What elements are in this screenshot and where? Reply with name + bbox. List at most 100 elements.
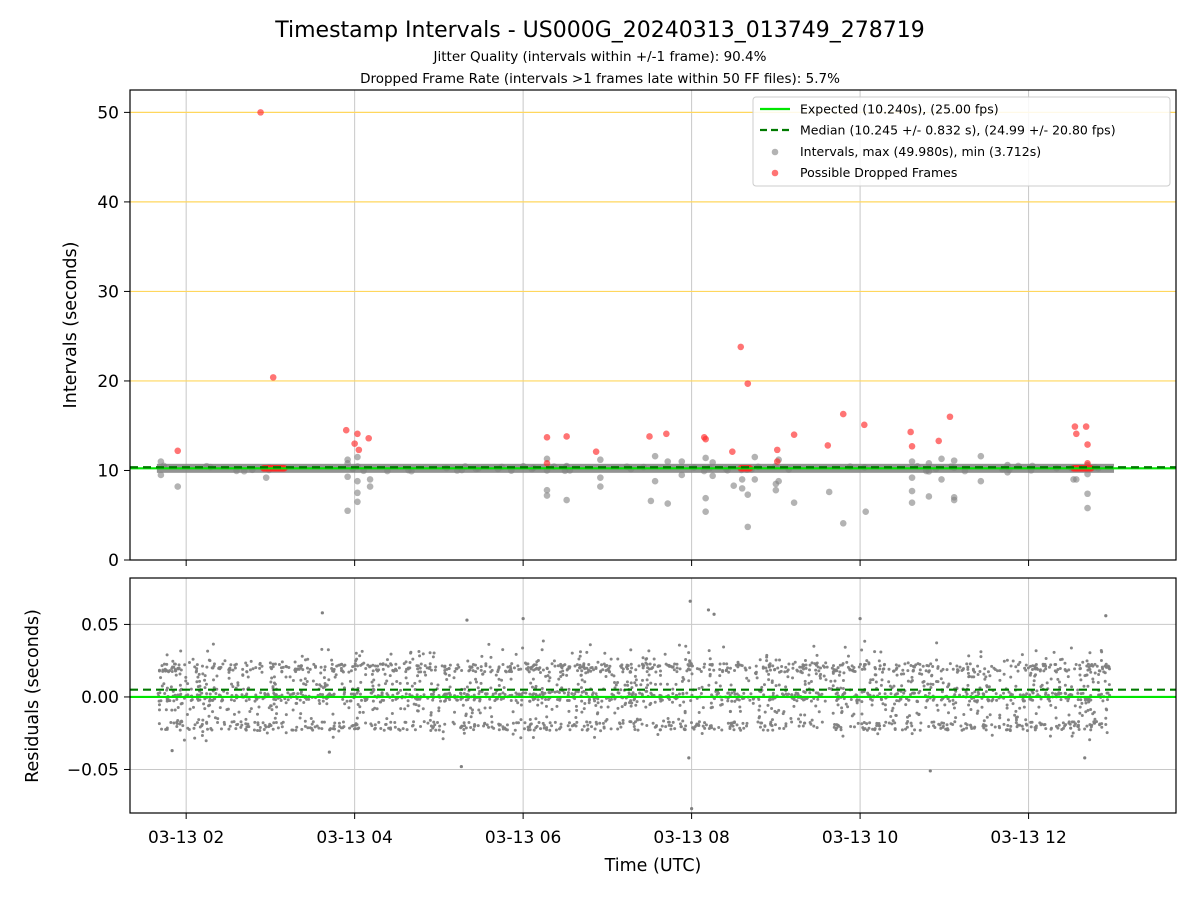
residual-point	[439, 699, 443, 703]
residual-point	[803, 679, 807, 683]
residual-point	[505, 723, 509, 727]
residual-point	[271, 665, 275, 669]
residual-point	[332, 692, 336, 696]
residual-point	[1011, 702, 1015, 706]
residual-point	[1020, 724, 1024, 728]
residual-point	[634, 668, 638, 672]
residual-point	[1009, 698, 1013, 702]
residual-point	[641, 666, 645, 670]
residual-point	[542, 723, 546, 727]
residual-point	[729, 721, 733, 725]
interval-point	[597, 474, 604, 481]
residual-point	[945, 668, 949, 672]
residual-point	[807, 673, 811, 677]
intervals-y-tick-label: 0	[108, 551, 119, 571]
residual-point	[596, 711, 600, 715]
residual-point	[1105, 691, 1109, 695]
residual-point	[320, 647, 324, 651]
residual-point	[373, 706, 377, 710]
residual-point	[1078, 705, 1082, 709]
residual-point	[476, 724, 480, 728]
residual-point	[969, 708, 973, 712]
residual-point	[532, 728, 536, 732]
residual-point	[909, 664, 913, 668]
residual-point	[773, 723, 777, 727]
residual-point	[836, 697, 840, 701]
residual-point	[674, 682, 678, 686]
residual-point	[984, 690, 988, 694]
residual-point	[519, 736, 523, 740]
residual-point	[173, 708, 177, 712]
residual-point	[590, 693, 594, 697]
residual-point	[728, 725, 732, 729]
residual-point	[187, 661, 191, 665]
residual-point	[629, 648, 633, 652]
residual-point	[930, 720, 934, 724]
residual-point	[964, 722, 968, 726]
residual-point	[1104, 716, 1108, 720]
residual-point	[973, 690, 977, 694]
residual-point	[1078, 673, 1082, 677]
residual-point	[613, 711, 617, 715]
residual-point	[884, 720, 888, 724]
residual-point	[351, 665, 355, 669]
residual-point	[1099, 659, 1103, 663]
residual-point	[398, 681, 402, 685]
residual-point	[927, 725, 931, 729]
residual-point	[544, 704, 548, 708]
residual-point	[303, 658, 307, 662]
residual-point	[841, 662, 845, 666]
residual-point	[371, 663, 375, 667]
residual-point	[370, 680, 374, 684]
residual-point	[252, 728, 256, 732]
residual-point	[197, 672, 201, 676]
residual-point	[404, 670, 408, 674]
residual-point	[653, 700, 657, 704]
residual-point	[494, 691, 498, 695]
residual-point	[782, 726, 786, 730]
residual-point	[1021, 727, 1025, 731]
residual-point	[733, 692, 737, 696]
residual-point	[630, 692, 634, 696]
residual-point	[881, 667, 885, 671]
residual-point	[610, 673, 614, 677]
residual-point	[547, 670, 551, 674]
residual-point	[380, 693, 384, 697]
residual-point	[1086, 698, 1090, 702]
residual-point	[416, 697, 420, 701]
residual-point	[582, 666, 586, 670]
residual-point	[664, 725, 668, 729]
residual-point	[443, 699, 447, 703]
residual-point	[920, 672, 924, 676]
residual-point	[634, 678, 638, 682]
residuals-x-axis: 03-13 02 03-13 04 03-13 06 03-13 08 03-13 10…	[148, 813, 1067, 848]
residual-point	[815, 661, 819, 665]
residual-point	[860, 648, 864, 652]
residual-point	[862, 720, 866, 724]
residual-point	[365, 698, 369, 702]
residual-point	[808, 691, 812, 695]
residual-point	[584, 692, 588, 696]
residual-point	[540, 648, 544, 652]
residual-point	[982, 719, 986, 723]
residual-point	[901, 668, 905, 672]
interval-point	[775, 477, 782, 485]
residual-point	[585, 728, 589, 732]
interval-point	[738, 485, 746, 492]
residual-point	[427, 666, 431, 670]
residual-point	[784, 692, 788, 696]
residual-point	[777, 726, 781, 730]
residual-point	[900, 728, 904, 732]
residual-point	[961, 667, 965, 671]
residual-point	[883, 692, 887, 696]
residual-point	[319, 665, 323, 669]
residual-point	[522, 727, 526, 731]
residual-point	[474, 680, 478, 684]
residual-point	[318, 702, 322, 706]
residual-point	[708, 668, 712, 672]
residual-point	[483, 670, 487, 674]
residual-point	[908, 714, 912, 718]
residual-point	[808, 668, 812, 672]
residual-point	[198, 679, 202, 683]
residual-point	[534, 717, 538, 721]
